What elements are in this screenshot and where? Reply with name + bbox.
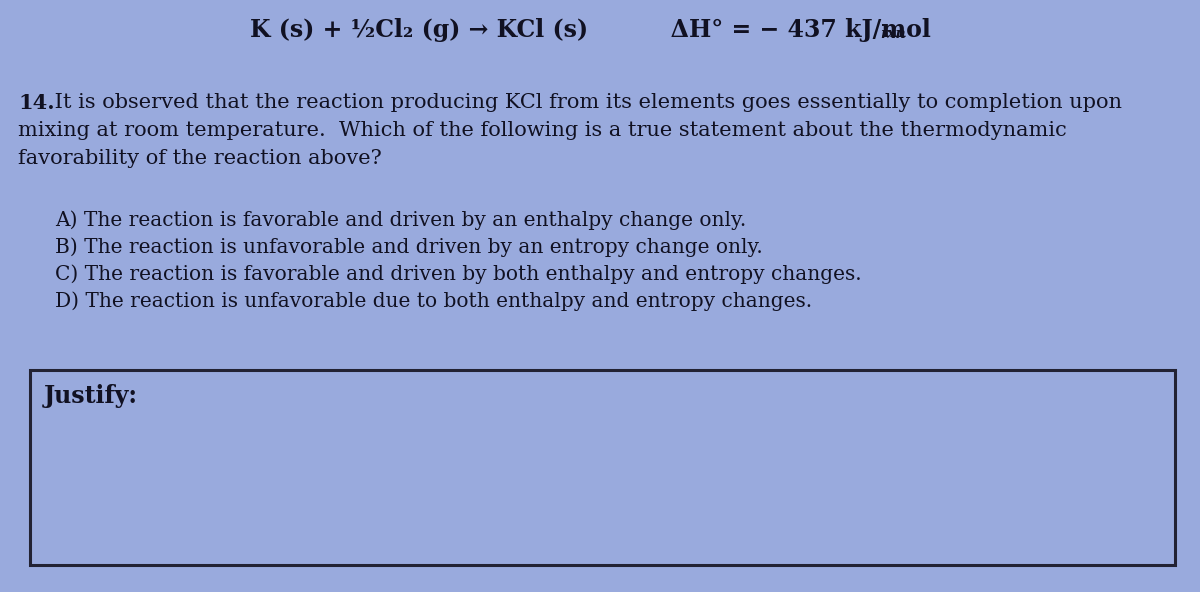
Text: It is observed that the reaction producing KCl from its elements goes essentiall: It is observed that the reaction produci… [48,93,1122,112]
Text: mixing at room temperature.  Which of the following is a true statement about th: mixing at room temperature. Which of the… [18,121,1067,140]
Text: A) The reaction is favorable and driven by an enthalpy change only.: A) The reaction is favorable and driven … [55,210,746,230]
Text: C) The reaction is favorable and driven by both enthalpy and entropy changes.: C) The reaction is favorable and driven … [55,264,862,284]
Text: favorability of the reaction above?: favorability of the reaction above? [18,149,382,168]
Text: D) The reaction is unfavorable due to both enthalpy and entropy changes.: D) The reaction is unfavorable due to bo… [55,291,812,311]
Text: K (s) + ½Cl₂ (g) → KCl (s)          ΔH° = − 437 kJ/mol: K (s) + ½Cl₂ (g) → KCl (s) ΔH° = − 437 k… [250,18,930,42]
FancyBboxPatch shape [30,370,1175,565]
Text: B) The reaction is unfavorable and driven by an entropy change only.: B) The reaction is unfavorable and drive… [55,237,763,257]
Text: rxn: rxn [880,27,906,41]
Text: 14.: 14. [18,93,55,113]
Text: Justify:: Justify: [44,384,138,408]
